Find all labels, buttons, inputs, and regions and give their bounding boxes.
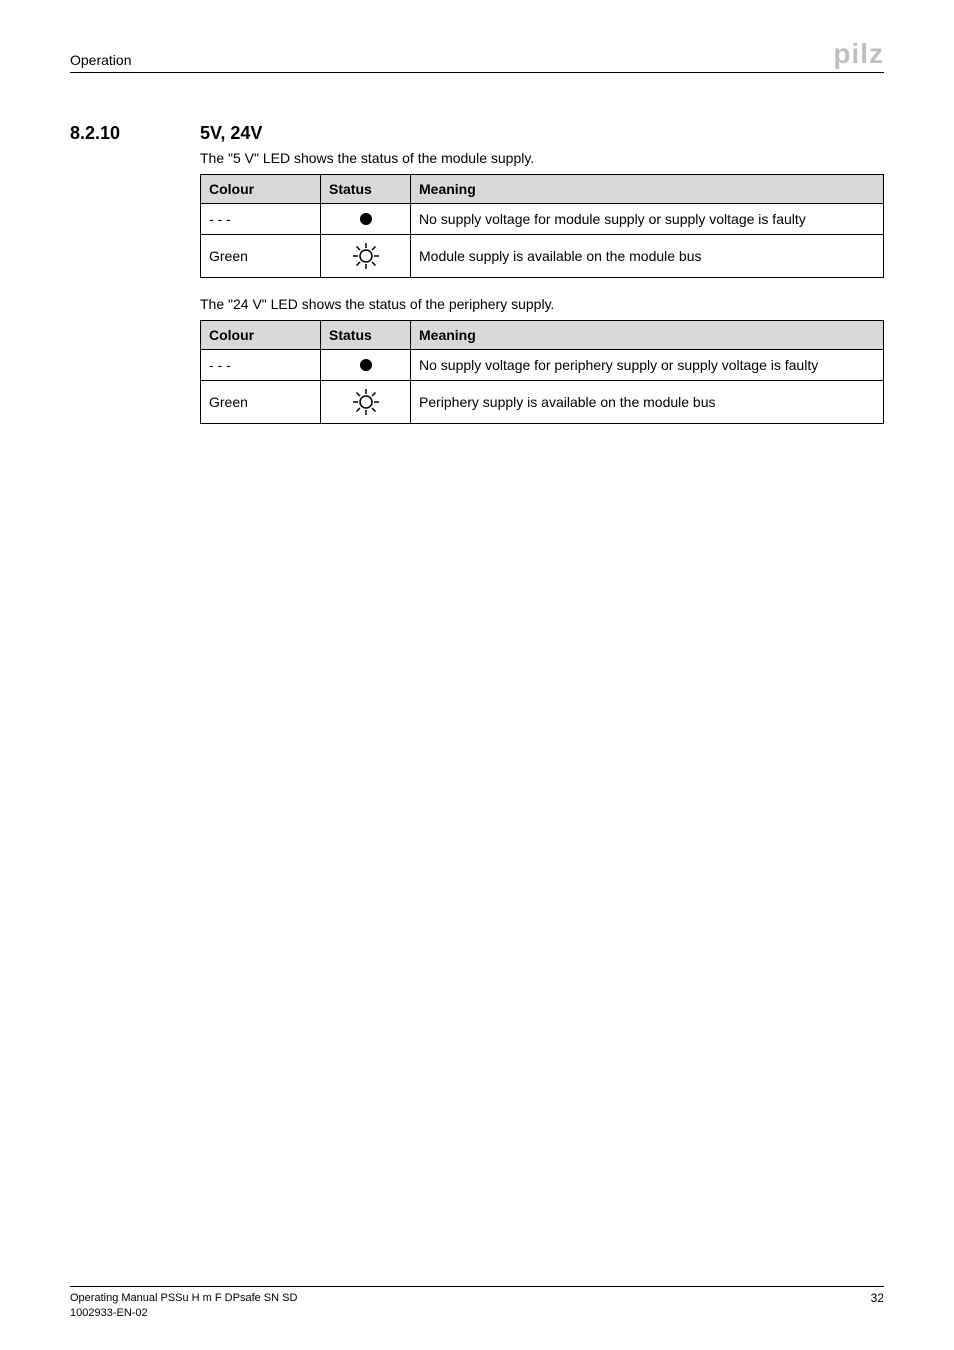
table-row: Green P bbox=[201, 381, 884, 424]
cell-colour: Green bbox=[201, 381, 321, 424]
section-number: 8.2.10 bbox=[70, 123, 200, 144]
cell-colour: - - - bbox=[201, 204, 321, 235]
led-on-icon bbox=[351, 387, 381, 417]
col-header-status: Status bbox=[321, 175, 411, 204]
cell-colour: - - - bbox=[201, 350, 321, 381]
col-header-colour: Colour bbox=[201, 321, 321, 350]
led-off-icon bbox=[357, 210, 375, 228]
section-title: 5V, 24V bbox=[200, 123, 262, 144]
col-header-colour: Colour bbox=[201, 175, 321, 204]
section-heading: 8.2.10 5V, 24V bbox=[70, 123, 884, 144]
col-header-meaning: Meaning bbox=[411, 321, 884, 350]
table-5v: Colour Status Meaning - - - No supply vo… bbox=[200, 174, 884, 278]
cell-status bbox=[321, 235, 411, 278]
intro-5v: The "5 V" LED shows the status of the mo… bbox=[200, 150, 884, 166]
footer-line1: Operating Manual PSSu H m F DPsafe SN SD bbox=[70, 1291, 297, 1305]
footer-left: Operating Manual PSSu H m F DPsafe SN SD… bbox=[70, 1291, 297, 1320]
table-24v: Colour Status Meaning - - - No supply vo… bbox=[200, 320, 884, 424]
cell-meaning: Periphery supply is available on the mod… bbox=[411, 381, 884, 424]
col-header-status: Status bbox=[321, 321, 411, 350]
intro-24v: The "24 V" LED shows the status of the p… bbox=[200, 296, 884, 312]
cell-meaning: Module supply is available on the module… bbox=[411, 235, 884, 278]
col-header-meaning: Meaning bbox=[411, 175, 884, 204]
table-header-row: Colour Status Meaning bbox=[201, 175, 884, 204]
header-section-label: Operation bbox=[70, 52, 131, 68]
table-row: - - - No supply voltage for module suppl… bbox=[201, 204, 884, 235]
cell-meaning: No supply voltage for periphery supply o… bbox=[411, 350, 884, 381]
cell-colour: Green bbox=[201, 235, 321, 278]
brand-logo: pilz bbox=[833, 40, 884, 68]
cell-status bbox=[321, 350, 411, 381]
table-row: Green M bbox=[201, 235, 884, 278]
footer-line2: 1002933-EN-02 bbox=[70, 1306, 297, 1320]
cell-status bbox=[321, 204, 411, 235]
table-header-row: Colour Status Meaning bbox=[201, 321, 884, 350]
footer-page-number: 32 bbox=[871, 1291, 884, 1305]
led-on-icon bbox=[351, 241, 381, 271]
cell-meaning: No supply voltage for module supply or s… bbox=[411, 204, 884, 235]
page-header: Operation pilz bbox=[70, 40, 884, 73]
table-row: - - - No supply voltage for periphery su… bbox=[201, 350, 884, 381]
cell-status bbox=[321, 381, 411, 424]
led-off-icon bbox=[357, 356, 375, 374]
page-footer: Operating Manual PSSu H m F DPsafe SN SD… bbox=[70, 1286, 884, 1320]
